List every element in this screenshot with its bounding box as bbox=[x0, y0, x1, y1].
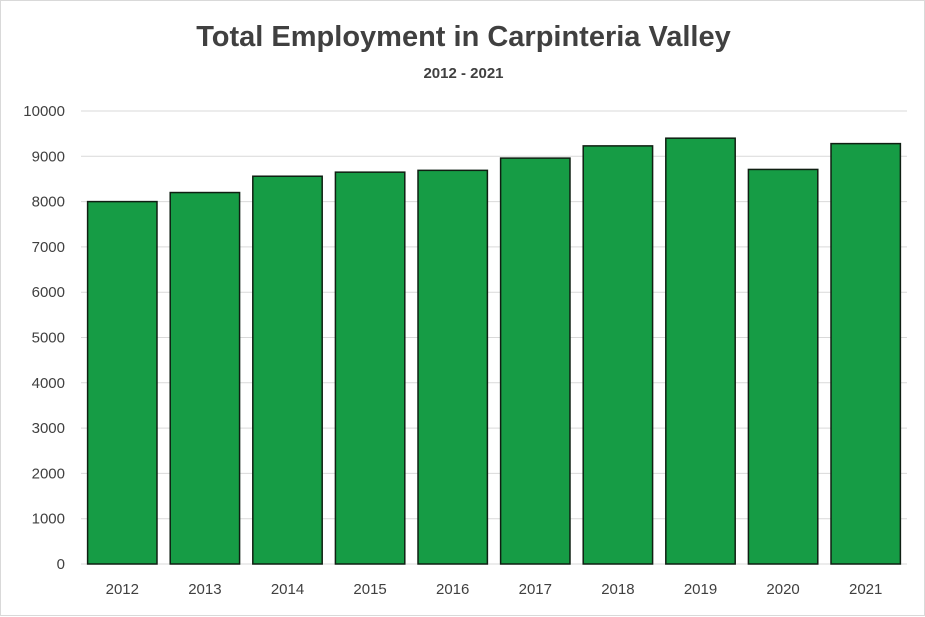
x-tick-label: 2018 bbox=[601, 581, 634, 598]
x-tick-label: 2017 bbox=[519, 581, 552, 598]
x-tick-label: 2021 bbox=[849, 581, 882, 598]
bar-2016 bbox=[417, 169, 489, 565]
y-tick-label: 9000 bbox=[32, 148, 65, 165]
bar-2019 bbox=[665, 137, 736, 565]
y-tick-label: 10000 bbox=[23, 103, 65, 120]
y-tick-label: 4000 bbox=[32, 375, 65, 392]
x-tick-label: 2013 bbox=[188, 581, 221, 598]
x-tick-label: 2020 bbox=[766, 581, 799, 598]
y-axis-ticks: 0 1000 2000 3000 4000 5000 6000 7000 8000 9000 100… bbox=[23, 103, 65, 573]
x-tick-label: 2012 bbox=[106, 581, 139, 598]
bar-2020 bbox=[747, 168, 819, 565]
y-tick-label: 1000 bbox=[32, 511, 65, 528]
bar-2014 bbox=[252, 175, 323, 565]
bar-2013 bbox=[169, 191, 241, 565]
bar-2017 bbox=[499, 157, 571, 565]
bar-2012 bbox=[86, 200, 158, 565]
x-tick-label: 2014 bbox=[271, 581, 304, 598]
y-tick-label: 0 bbox=[57, 556, 65, 573]
bar-2021 bbox=[830, 142, 902, 565]
bar-2015 bbox=[334, 171, 406, 565]
y-tick-label: 3000 bbox=[32, 420, 65, 437]
y-tick-label: 8000 bbox=[32, 194, 65, 211]
chart-title: Total Employment in Carpinteria Valley bbox=[196, 21, 731, 53]
y-tick-label: 7000 bbox=[32, 239, 65, 256]
y-tick-label: 2000 bbox=[32, 465, 65, 482]
chart-subtitle: 2012 - 2021 bbox=[423, 65, 504, 82]
y-tick-label: 5000 bbox=[32, 330, 65, 347]
y-tick-label: 6000 bbox=[32, 284, 65, 301]
x-tick-label: 2015 bbox=[353, 581, 386, 598]
x-tick-label: 2016 bbox=[436, 581, 469, 598]
x-tick-label: 2019 bbox=[684, 581, 717, 598]
x-axis-ticks: 2012 2013 2014 2015 2016 2017 2018 2019 2020 2021 bbox=[106, 581, 883, 598]
bar-2018 bbox=[582, 145, 654, 565]
bars bbox=[86, 137, 902, 565]
